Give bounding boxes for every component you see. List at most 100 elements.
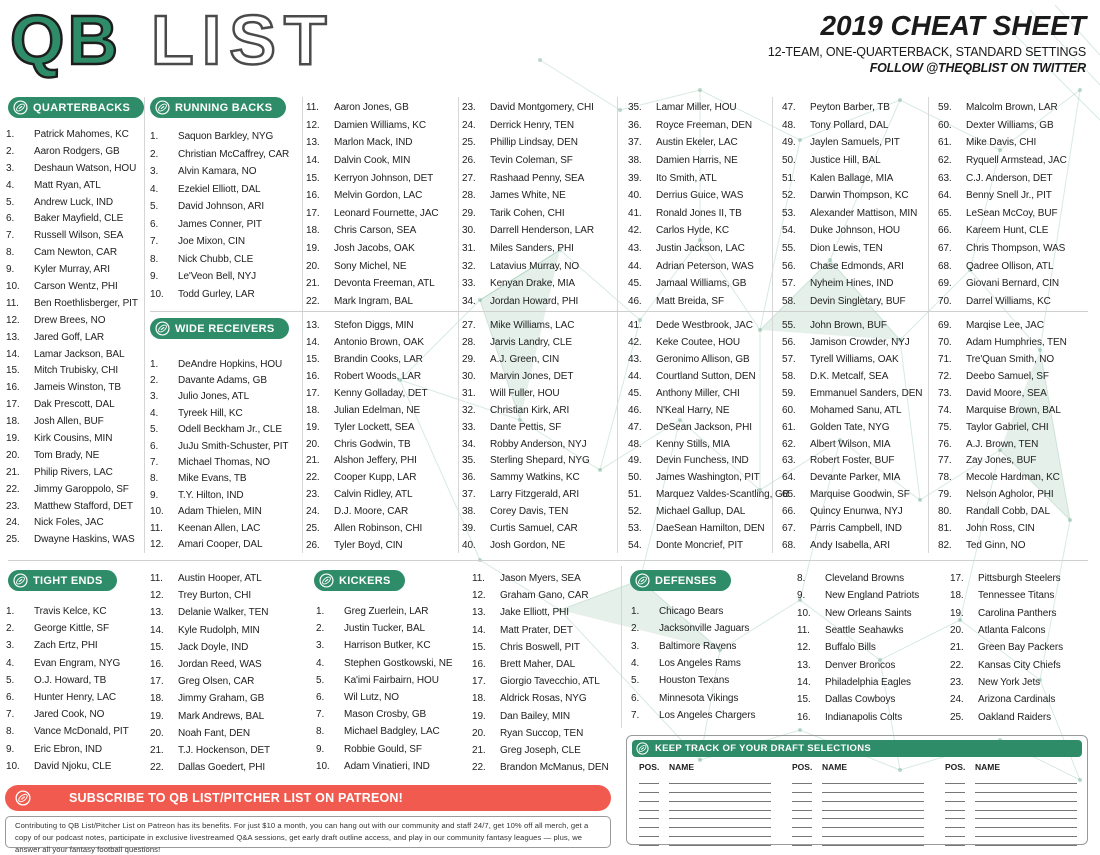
- player-rank: 13.: [797, 659, 811, 671]
- player-row: 24. Nick Foles, JAC: [6, 514, 138, 531]
- player-rank: 51.: [628, 489, 642, 501]
- player-name: Brett Maher, DAL: [500, 659, 576, 671]
- player-row: 28. James White, NE: [462, 187, 594, 205]
- player-row: 42. Carlos Hyde, KC: [628, 222, 754, 240]
- defenses-column-3: 17. Pittsburgh Steelers 18. Tennessee Titan…: [950, 570, 1063, 726]
- pos-blank-line: [639, 810, 659, 820]
- player-rank: 23.: [306, 489, 320, 501]
- player-name: Darrell Henderson, LAR: [490, 225, 594, 237]
- player-rank: 28.: [462, 336, 476, 348]
- player-rank: 18.: [950, 590, 964, 602]
- player-rank: 47.: [782, 102, 796, 114]
- player-row: 19. Kirk Cousins, MIN: [6, 430, 138, 447]
- player-rank: 12.: [797, 642, 811, 654]
- player-rank: 40.: [628, 190, 642, 202]
- player-name: Antonio Brown, OAK: [334, 336, 424, 348]
- player-name: Sammy Watkins, KC: [490, 472, 580, 484]
- player-row: 1. Greg Zuerlein, LAR: [316, 603, 452, 620]
- player-row: 13. Denver Broncos: [797, 656, 919, 673]
- player-row: 33. Dante Pettis, SF: [462, 419, 590, 436]
- player-rank: 42.: [628, 336, 642, 348]
- player-row: 22. Kansas City Chiefs: [950, 656, 1063, 673]
- player-name: David Moore, SEA: [966, 387, 1047, 399]
- pos-blank-line: [792, 774, 812, 784]
- player-rank: 15.: [6, 365, 20, 377]
- player-row: 32. Christian Kirk, ARI: [462, 402, 590, 419]
- player-row: 17. Dak Prescott, DAL: [6, 396, 138, 413]
- player-rank: 12.: [150, 590, 164, 602]
- pos-blank-line: [945, 792, 965, 802]
- player-rank: 34.: [462, 438, 476, 450]
- player-name: Chris Carson, SEA: [334, 225, 417, 237]
- player-rank: 8.: [316, 726, 325, 738]
- player-row: 56. Chase Edmonds, ARI: [782, 257, 917, 275]
- tight-ends-column-1: 1. Travis Kelce, KC 2. George Kittle, SF 3. Z…: [6, 603, 129, 775]
- section-header-running-backs: RUNNING BACKS: [150, 97, 287, 118]
- player-name: Green Bay Packers: [978, 642, 1064, 654]
- player-rank: 35.: [628, 102, 642, 114]
- player-name: Tennessee Titans: [978, 590, 1055, 602]
- player-rank: 69.: [938, 319, 952, 331]
- player-row: 65. Marquise Goodwin, SF: [782, 486, 922, 503]
- player-name: Kareem Hunt, CLE: [966, 225, 1049, 237]
- player-rank: 63.: [938, 172, 952, 184]
- player-row: 27. Rashaad Penny, SEA: [462, 169, 594, 187]
- player-rank: 59.: [782, 387, 796, 399]
- player-row: 51. Marquez Valdes-Scantling, GB: [628, 486, 789, 503]
- player-rank: 76.: [938, 438, 952, 450]
- player-name: Ted Ginn, NO: [966, 540, 1026, 552]
- player-name: Curtis Samuel, CAR: [490, 523, 578, 535]
- player-name: T.J. Hockenson, DET: [178, 744, 271, 756]
- player-row: 64. Benny Snell Jr., PIT: [938, 187, 1067, 205]
- player-rank: 9.: [6, 264, 15, 276]
- column-divider: [621, 566, 622, 728]
- player-rank: 29.: [462, 353, 476, 365]
- pos-blank-line: [945, 774, 965, 784]
- player-rank: 65.: [782, 489, 796, 501]
- player-name: John Brown, BUF: [810, 319, 887, 331]
- draft-tracker-box: KEEP TRACK OF YOUR DRAFT SELECTIONS POS.…: [626, 735, 1090, 847]
- name-blank-line: [669, 818, 771, 829]
- player-row: 5. Ka'imi Fairbairn, HOU: [316, 672, 452, 689]
- player-name: Ryan Succop, TEN: [500, 727, 584, 739]
- pos-blank-line: [792, 792, 812, 802]
- player-rank: 60.: [782, 404, 796, 416]
- player-rank: 15.: [797, 694, 811, 706]
- player-row: 52. Darwin Thompson, KC: [782, 187, 917, 205]
- player-rank: 6.: [6, 213, 15, 225]
- player-row: 12. Damien Williams, KC: [306, 117, 439, 135]
- player-rank: 46.: [628, 295, 642, 307]
- player-rank: 44.: [628, 370, 642, 382]
- player-row: 57. Tyrell Williams, OAK: [782, 351, 922, 368]
- player-rank: 22.: [306, 472, 320, 484]
- player-row: 23. Matthew Stafford, DET: [6, 498, 138, 515]
- player-row: 14. Philadelphia Eagles: [797, 674, 919, 691]
- player-rank: 2.: [150, 148, 159, 160]
- player-rank: 16.: [306, 190, 320, 202]
- player-rank: 6.: [316, 692, 325, 704]
- player-name: Leonard Fournette, JAC: [334, 207, 439, 219]
- section-label: KICKERS: [339, 574, 391, 587]
- player-rank: 13.: [472, 607, 486, 619]
- player-name: Philadelphia Eagles: [825, 676, 911, 688]
- draft-selection-row: [945, 793, 1090, 802]
- player-rank: 9.: [6, 743, 15, 755]
- player-name: Marquez Valdes-Scantling, GB: [656, 489, 790, 501]
- player-name: Mark Ingram, BAL: [334, 295, 413, 307]
- name-blank-line: [669, 801, 771, 811]
- player-row: 62. Ryquell Armstead, JAC: [938, 152, 1067, 170]
- player-row: 70. Adam Humphries, TEN: [938, 334, 1067, 351]
- player-name: Melvin Gordon, LAC: [334, 190, 423, 202]
- player-rank: 8.: [150, 473, 159, 485]
- player-rank: 3.: [150, 391, 159, 403]
- player-row: 29. Tarik Cohen, CHI: [462, 205, 594, 223]
- player-name: C.J. Anderson, DET: [966, 172, 1053, 184]
- player-rank: 24.: [950, 694, 964, 706]
- player-name: Los Angeles Rams: [659, 658, 741, 670]
- pos-blank-line: [792, 801, 812, 811]
- player-row: 4. Matt Ryan, ATL: [6, 177, 138, 194]
- player-rank: 12.: [150, 538, 164, 550]
- pos-blank-line: [792, 836, 812, 847]
- player-rank: 36.: [462, 472, 476, 484]
- player-name: Kyler Murray, ARI: [34, 264, 110, 276]
